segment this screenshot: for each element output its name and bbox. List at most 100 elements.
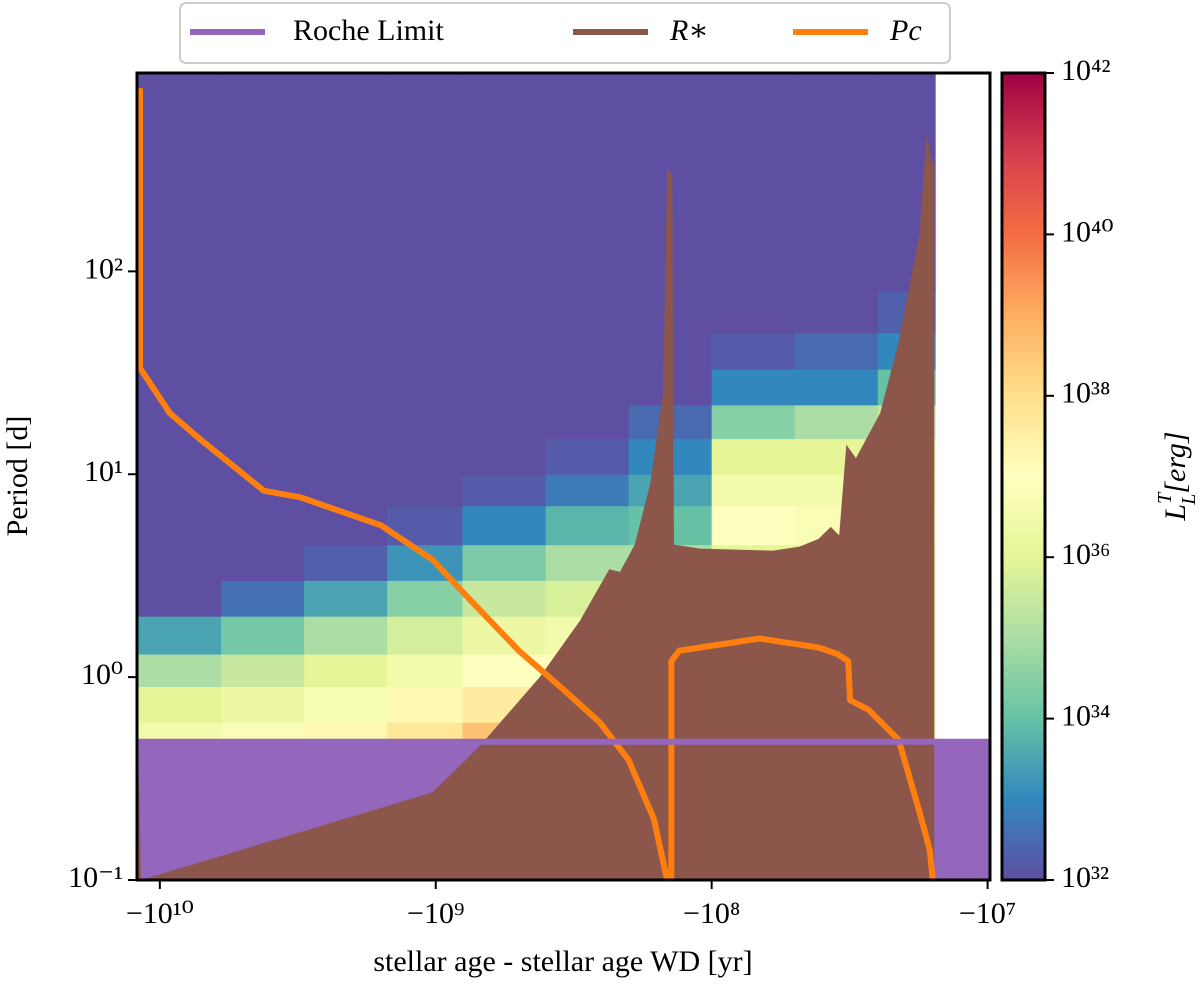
heatmap-cell bbox=[387, 404, 464, 440]
heatmap-cell bbox=[545, 73, 630, 292]
heatmap-cell bbox=[304, 332, 388, 370]
heatmap-cell bbox=[304, 580, 388, 617]
heatmap-cell bbox=[462, 404, 547, 440]
heatmap-cell bbox=[545, 474, 630, 507]
x-tick-label: −10⁷ bbox=[959, 897, 1016, 930]
area bbox=[137, 133, 935, 880]
legend-label: R∗ bbox=[669, 14, 709, 47]
heatmap-cell bbox=[387, 332, 464, 370]
x-axis-label: stellar age - stellar age WD [yr] bbox=[373, 945, 752, 978]
colorbar-tick-label: 10³⁴ bbox=[1061, 699, 1110, 732]
heatmap-cell bbox=[221, 505, 305, 546]
heatmap-cell bbox=[304, 369, 388, 406]
x-tick-label: −10¹⁰ bbox=[126, 897, 194, 930]
legend-box bbox=[179, 2, 951, 64]
heatmap-cell bbox=[221, 73, 305, 292]
heatmap-cell bbox=[462, 438, 547, 475]
heatmap-cell bbox=[137, 686, 222, 723]
heatmap-cell bbox=[462, 505, 547, 546]
heatmap-cell bbox=[137, 291, 222, 334]
heatmap-cell bbox=[137, 616, 222, 655]
colorbar-label-unit: [erg] bbox=[1159, 431, 1192, 493]
heatmap-cell bbox=[794, 332, 879, 370]
plot-area bbox=[137, 73, 990, 880]
heatmap-cell bbox=[711, 369, 796, 406]
heatmap-cell bbox=[221, 404, 305, 440]
y-tick-label: 10⁰ bbox=[81, 658, 123, 691]
heatmap-cell bbox=[137, 654, 222, 688]
heatmap-cell bbox=[304, 686, 388, 723]
heatmap-cell bbox=[794, 291, 879, 334]
heatmap-cell bbox=[304, 438, 388, 475]
heatmap-cell bbox=[545, 291, 630, 334]
heatmap-cell bbox=[304, 291, 388, 334]
heatmap-cell bbox=[304, 616, 388, 655]
legend-label: Pc bbox=[889, 14, 922, 47]
y-axis-label: Period [d] bbox=[1, 416, 34, 537]
heatmap-cell bbox=[137, 505, 222, 546]
heatmap-cell bbox=[462, 332, 547, 370]
heatmap-cell bbox=[462, 73, 547, 292]
heatmap-cell bbox=[304, 544, 388, 581]
heatmap-cell bbox=[221, 654, 305, 688]
heatmap-cell bbox=[462, 544, 547, 581]
heatmap-cell bbox=[462, 474, 547, 507]
line bbox=[137, 88, 936, 880]
heatmap-cell bbox=[137, 332, 222, 370]
heatmap-cell bbox=[304, 404, 388, 440]
colorbar-tick-label: 10³² bbox=[1061, 861, 1109, 894]
heatmap-cell bbox=[221, 580, 305, 617]
colorbar-label-base: L bbox=[1159, 504, 1192, 522]
heatmap-cell bbox=[221, 686, 305, 723]
colorbar-tick-label: 10³⁸ bbox=[1061, 377, 1110, 410]
heatmap-cell bbox=[221, 369, 305, 406]
heatmap-cell bbox=[387, 580, 464, 617]
heatmap-cell bbox=[137, 474, 222, 507]
colorbar-label-sub: L bbox=[1178, 494, 1200, 506]
heatmap-cell bbox=[462, 369, 547, 406]
heatmap-cell bbox=[387, 438, 464, 475]
heatmap-cell bbox=[711, 404, 796, 440]
heatmap-cell bbox=[545, 505, 630, 546]
x-tick-label: −10⁸ bbox=[683, 897, 740, 930]
colorbar-label: LT L[erg] bbox=[1154, 431, 1200, 521]
y-tick-label: 10² bbox=[84, 252, 123, 285]
heatmap-cell bbox=[711, 438, 796, 475]
heatmap-cell bbox=[387, 73, 464, 292]
heatmap-cell bbox=[221, 544, 305, 581]
heatmap-cell bbox=[137, 73, 222, 292]
heatmap-cell bbox=[137, 580, 222, 617]
heatmap-cell bbox=[462, 580, 547, 617]
heatmap-cell bbox=[462, 654, 547, 688]
heatmap-cell bbox=[387, 544, 464, 581]
heatmap-cell bbox=[221, 616, 305, 655]
x-tick-label: −10⁹ bbox=[407, 897, 464, 930]
heatmap-cell bbox=[387, 686, 464, 723]
heatmap-cell bbox=[711, 73, 796, 292]
heatmap-cell bbox=[221, 332, 305, 370]
heatmap-cell bbox=[794, 73, 879, 292]
y-tick-label: 10⁻¹ bbox=[68, 861, 123, 894]
colorbar bbox=[1000, 71, 1047, 882]
heatmap-cell bbox=[387, 291, 464, 334]
heatmap-cell bbox=[711, 474, 796, 507]
colorbar-tick-label: 10⁴² bbox=[1061, 54, 1110, 87]
heatmap-cell bbox=[387, 616, 464, 655]
heatmap-cell bbox=[387, 369, 464, 406]
legend: Roche Limit R∗ Pc bbox=[179, 2, 951, 64]
heatmap-cell bbox=[711, 291, 796, 334]
heatmap-cell bbox=[387, 654, 464, 688]
colorbar-tick-label: 10⁴⁰ bbox=[1061, 215, 1114, 248]
heatmap-cell bbox=[794, 369, 879, 406]
heatmap-cell bbox=[545, 438, 630, 475]
heatmap-cell bbox=[137, 544, 222, 581]
heatmap-cell bbox=[304, 654, 388, 688]
heatmap-cell bbox=[221, 291, 305, 334]
heatmap-cell bbox=[387, 474, 464, 507]
y-tick-label: 10¹ bbox=[84, 455, 123, 488]
heatmap-cell bbox=[711, 505, 796, 546]
heatmap-cell bbox=[462, 291, 547, 334]
legend-label: Roche Limit bbox=[293, 14, 444, 47]
heatmap-cell bbox=[304, 73, 388, 292]
